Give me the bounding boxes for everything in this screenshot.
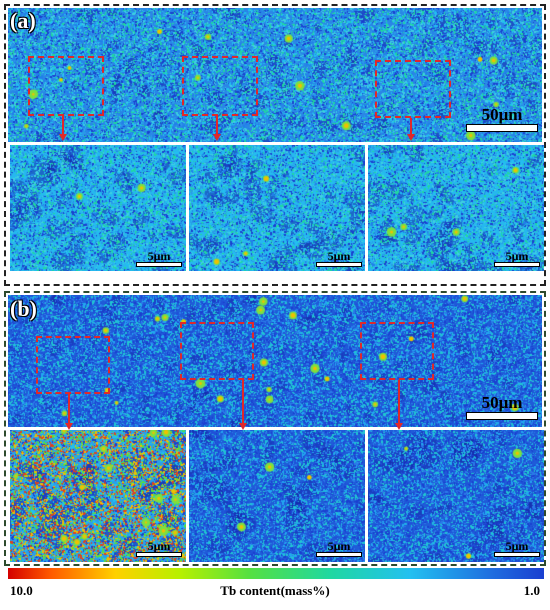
panel-a-selection-box-2 bbox=[182, 56, 258, 116]
panel-b-overview-map bbox=[8, 295, 542, 427]
panel-a-arrow-2 bbox=[216, 116, 218, 136]
panel-b-inset-2-scale: 5μm bbox=[316, 540, 362, 557]
panel-a-scale-label: 50μm bbox=[481, 105, 523, 124]
panel-a-overview-map bbox=[8, 8, 542, 142]
panel-b-scale-bar: 50μm bbox=[466, 394, 538, 420]
panel-b-selection-box-3 bbox=[360, 322, 434, 380]
panel-a-inset-2 bbox=[189, 145, 365, 271]
colorbar-min-label: 10.0 bbox=[10, 583, 33, 598]
panel-b-label: (b) bbox=[10, 296, 37, 321]
panel-b-arrowhead-2 bbox=[239, 423, 247, 430]
panel-b-arrow-3 bbox=[398, 380, 400, 424]
panel-b-inset-1 bbox=[10, 430, 186, 562]
panel-a-arrowhead-1 bbox=[59, 134, 67, 141]
panel-a-frame bbox=[4, 4, 546, 286]
panel-a-arrowhead-2 bbox=[213, 134, 221, 141]
panel-a-arrow-1 bbox=[62, 116, 64, 136]
panel-a-selection-box-1 bbox=[28, 56, 104, 116]
colorbar-title: Tb content(mass%) bbox=[220, 583, 330, 598]
panel-a-inset-3-scale: 5μm bbox=[494, 250, 540, 267]
panel-b-arrow-1 bbox=[68, 394, 70, 424]
colorbar-max-label: 1.0 bbox=[523, 583, 540, 598]
panel-b-inset-1-scale: 5μm bbox=[136, 540, 182, 557]
panel-a-inset-1 bbox=[10, 145, 186, 271]
panel-a-arrowhead-3 bbox=[407, 134, 415, 141]
panel-b-arrowhead-1 bbox=[65, 423, 73, 430]
panel-a-scale-bar: 50μm bbox=[466, 106, 538, 132]
panel-b-inset-2 bbox=[189, 430, 365, 562]
panel-b-arrowhead-3 bbox=[395, 423, 403, 430]
tb-content-colorbar bbox=[8, 568, 544, 579]
panel-b-frame bbox=[4, 291, 546, 566]
panel-b-selection-box-1 bbox=[36, 336, 110, 394]
panel-b-scale-label: 50μm bbox=[481, 393, 523, 412]
panel-b-arrow-2 bbox=[242, 380, 244, 424]
panel-a-inset-2-scale: 5μm bbox=[316, 250, 362, 267]
panel-a-inset-3 bbox=[368, 145, 544, 271]
panel-a-selection-box-3 bbox=[375, 60, 451, 118]
panel-a-label: (a) bbox=[10, 8, 36, 33]
panel-b-inset-3 bbox=[368, 430, 544, 562]
panel-b-inset-3-scale: 5μm bbox=[494, 540, 540, 557]
panel-a-inset-1-scale: 5μm bbox=[136, 250, 182, 267]
panel-a-arrow-3 bbox=[410, 118, 412, 136]
panel-b-selection-box-2 bbox=[180, 322, 254, 380]
